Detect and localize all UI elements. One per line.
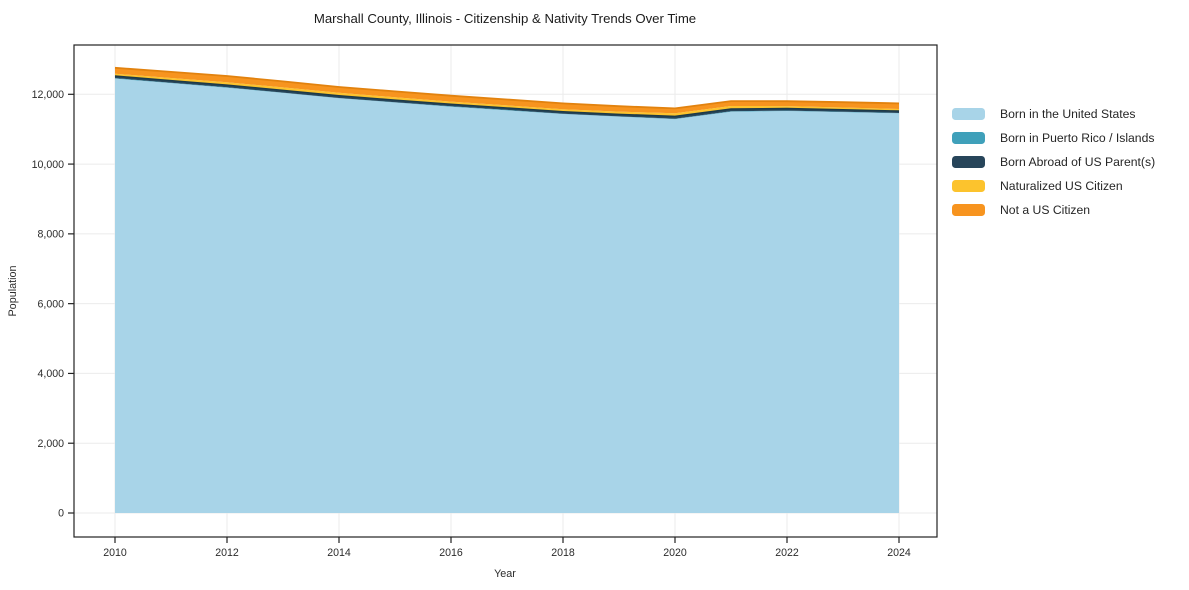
x-tick-label: 2012 bbox=[215, 547, 239, 559]
axis-ticks bbox=[68, 93, 900, 543]
y-tick-label: 12,000 bbox=[32, 89, 65, 101]
legend-label: Not a US Citizen bbox=[1000, 202, 1091, 217]
x-tick-label: 2010 bbox=[103, 547, 127, 559]
area-series-4 bbox=[115, 67, 899, 114]
legend-item-2: Born Abroad of US Parent(s) bbox=[952, 150, 1155, 174]
x-tick-label: 2014 bbox=[327, 547, 351, 559]
x-tick-label: 2020 bbox=[663, 547, 687, 559]
legend-swatch bbox=[952, 156, 985, 168]
x-tick-label: 2022 bbox=[775, 547, 799, 559]
legend: Born in the United States Born in Puerto … bbox=[952, 102, 1155, 222]
y-tick-label: 0 bbox=[58, 508, 64, 520]
legend-item-3: Naturalized US Citizen bbox=[952, 174, 1155, 198]
area-series-0 bbox=[115, 78, 899, 513]
x-tick-label: 2016 bbox=[439, 547, 463, 559]
area-edge-lines bbox=[114, 66, 900, 117]
legend-label: Born Abroad of US Parent(s) bbox=[1000, 154, 1156, 169]
axis-tick-labels: 0 2,000 4,000 6,000 8,000 10,000 12,000 2010 201… bbox=[32, 89, 911, 559]
edge-line bbox=[114, 66, 900, 110]
y-axis-label: Population bbox=[7, 265, 19, 316]
y-tick-label: 10,000 bbox=[32, 159, 65, 171]
legend-item-1: Born in Puerto Rico / Islands bbox=[952, 126, 1155, 150]
legend-swatch bbox=[952, 108, 985, 120]
legend-item-0: Born in the United States bbox=[952, 102, 1155, 126]
chart-title: Marshall County, Illinois - Citizenship … bbox=[314, 11, 696, 26]
x-tick-label: 2018 bbox=[551, 547, 575, 559]
legend-swatch bbox=[952, 132, 985, 144]
edge-line bbox=[114, 75, 900, 117]
legend-label: Naturalized US Citizen bbox=[1000, 178, 1123, 193]
x-axis-label: Year bbox=[494, 568, 516, 580]
y-tick-label: 2,000 bbox=[37, 438, 64, 450]
plot-border bbox=[73, 44, 938, 538]
legend-label: Born in Puerto Rico / Islands bbox=[1000, 130, 1155, 145]
x-tick-label: 2024 bbox=[887, 547, 911, 559]
legend-label: Born in the United States bbox=[1000, 106, 1136, 121]
y-tick-label: 4,000 bbox=[37, 368, 64, 380]
stacked-areas bbox=[115, 67, 899, 513]
legend-swatch bbox=[952, 180, 985, 192]
legend-swatch bbox=[952, 204, 985, 216]
legend-item-4: Not a US Citizen bbox=[952, 198, 1155, 222]
y-tick-label: 6,000 bbox=[37, 298, 64, 310]
y-tick-label: 8,000 bbox=[37, 229, 64, 241]
